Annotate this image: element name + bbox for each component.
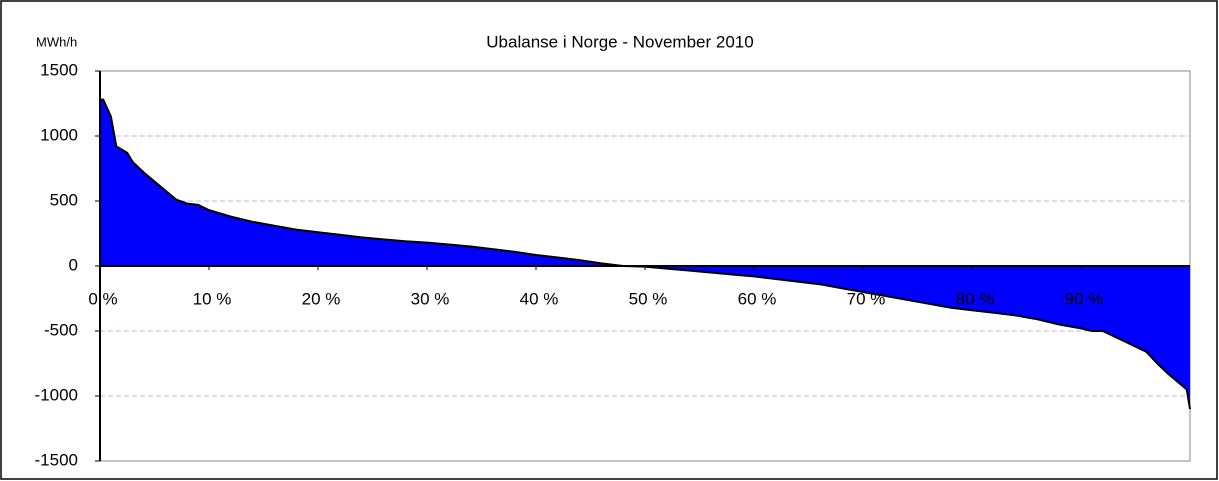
area bbox=[100, 99, 1190, 409]
x-tick-label: 40 % bbox=[520, 289, 559, 308]
x-tick-label: 30 % bbox=[411, 289, 450, 308]
y-tick-label: -1000 bbox=[35, 385, 78, 404]
x-tick-label: 60 % bbox=[738, 289, 777, 308]
y-tick-label: 500 bbox=[50, 190, 78, 209]
y-tick-label: 1500 bbox=[40, 60, 78, 79]
y-tick-label: -500 bbox=[44, 320, 78, 339]
x-tick-label: 50 % bbox=[629, 289, 668, 308]
x-tick-label: 90 % bbox=[1065, 289, 1104, 308]
x-tick-label: 0 % bbox=[88, 289, 117, 308]
x-tick-label: 70 % bbox=[847, 289, 886, 308]
y-axis-unit: MWh/h bbox=[36, 34, 77, 49]
chart-title: Ubalanse i Norge - November 2010 bbox=[486, 32, 753, 51]
y-tick-label: -1500 bbox=[35, 450, 78, 469]
y-tick-label: 1000 bbox=[40, 125, 78, 144]
x-tick-label: 10 % bbox=[193, 289, 232, 308]
x-tick-label: 20 % bbox=[302, 289, 341, 308]
y-tick-label: 0 bbox=[69, 255, 78, 274]
x-tick-label: 80 % bbox=[956, 289, 995, 308]
